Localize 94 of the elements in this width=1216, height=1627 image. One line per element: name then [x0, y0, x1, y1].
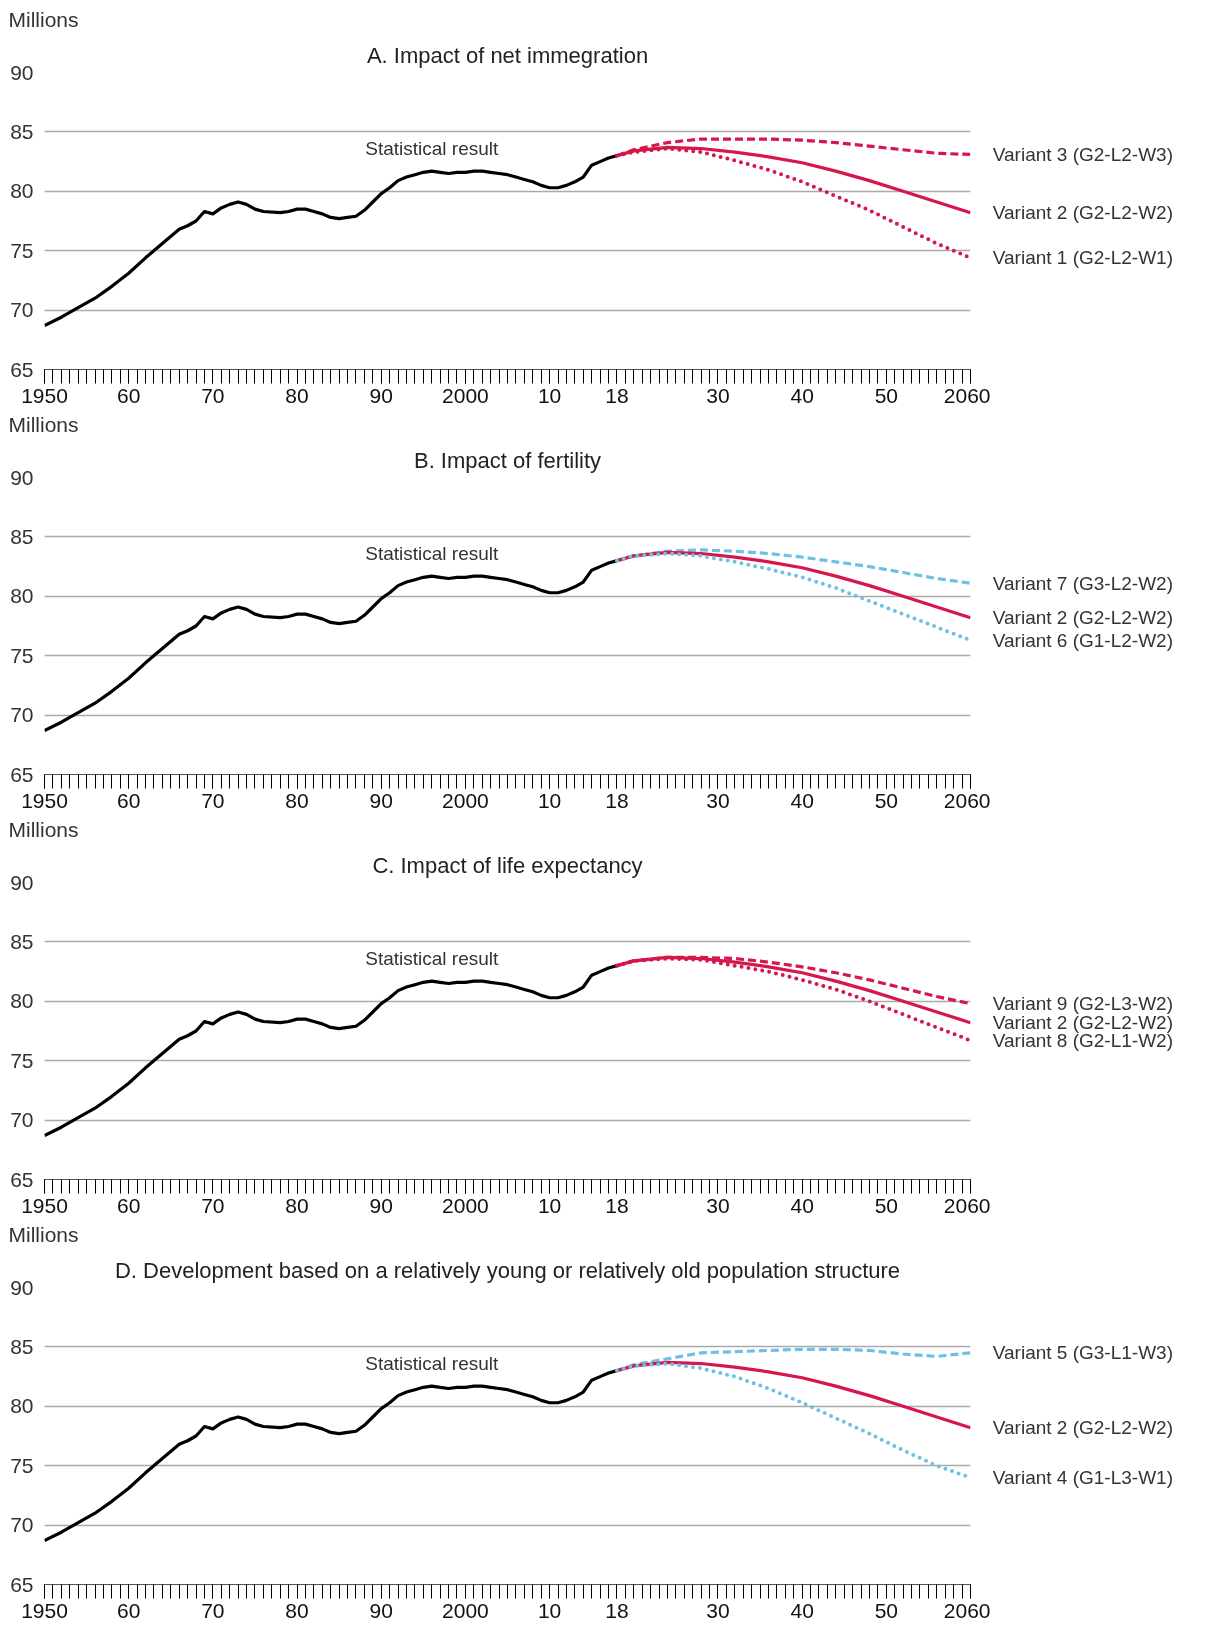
series-label: Statistical result — [365, 543, 499, 565]
x-tick-label: 10 — [537, 788, 562, 812]
series-label: Variant 4 (G1-L3-W1) — [992, 1467, 1173, 1489]
x-tick-label: 1950 — [21, 383, 68, 407]
x-tick-label: 60 — [117, 788, 141, 812]
x-tick-label: 2000 — [442, 788, 489, 812]
x-tick-label: 10 — [537, 1598, 562, 1622]
y-tick-label: 65 — [10, 1572, 34, 1596]
y-tick-label: 65 — [10, 357, 34, 381]
x-tick-label: 2000 — [442, 1598, 489, 1622]
y-tick-label: 70 — [10, 703, 34, 727]
y-tick-label: 80 — [10, 989, 34, 1013]
y-tick-label: 85 — [10, 524, 34, 548]
y-tick-label: 65 — [10, 762, 34, 786]
x-tick-label: 70 — [201, 788, 225, 812]
x-tick-label: 2060 — [943, 788, 991, 812]
x-tick-label: 90 — [369, 788, 393, 812]
chart-title: D. Development based on a relatively young or relatively old population structure — [114, 1257, 901, 1283]
x-tick-label: 2060 — [943, 383, 991, 407]
series-label: Variant 3 (G2-L2-W3) — [992, 143, 1173, 165]
y-tick-label: 80 — [10, 584, 34, 608]
y-tick-label: 75 — [10, 238, 34, 262]
x-tick-label: 30 — [706, 788, 730, 812]
x-tick-label: 18 — [605, 788, 629, 812]
series-label: Variant 2 (G2-L2-W2) — [992, 202, 1173, 224]
y-tick-label: 90 — [10, 465, 34, 489]
y-tick-label: 90 — [10, 60, 34, 84]
x-tick-label: 80 — [285, 1598, 309, 1622]
chart-title: B. Impact of fertility — [413, 447, 602, 473]
series-label: Variant 7 (G3-L2-W2) — [992, 572, 1173, 594]
x-tick-label: 80 — [285, 788, 309, 812]
series-label: Statistical result — [365, 1353, 499, 1375]
series-label: Variant 5 (G3-L1-W3) — [992, 1342, 1173, 1364]
x-tick-label: 2000 — [442, 1193, 489, 1217]
x-tick-label: 50 — [874, 1193, 898, 1217]
y-tick-label: 85 — [10, 929, 34, 953]
x-tick-label: 80 — [285, 383, 309, 407]
x-tick-label: 40 — [790, 1598, 814, 1622]
x-tick-label: 30 — [706, 1193, 730, 1217]
x-tick-label: 10 — [537, 1193, 562, 1217]
y-axis-title: Millions — [8, 7, 79, 31]
x-tick-label: 30 — [706, 383, 730, 407]
x-tick-label: 50 — [874, 1598, 898, 1622]
series-label: Statistical result — [365, 138, 499, 160]
y-tick-label: 80 — [10, 1394, 34, 1418]
x-tick-label: 90 — [369, 1598, 393, 1622]
x-tick-label: 40 — [790, 788, 814, 812]
x-tick-label: 60 — [117, 383, 141, 407]
y-axis-title: Millions — [8, 412, 79, 436]
x-tick-label: 60 — [117, 1193, 141, 1217]
x-tick-label: 90 — [369, 1193, 393, 1217]
series-label: Variant 9 (G2-L3-W2) — [992, 993, 1173, 1015]
chart-title: A. Impact of net immegration — [366, 42, 649, 68]
y-tick-label: 70 — [10, 1513, 34, 1537]
x-tick-label: 40 — [790, 383, 814, 407]
y-tick-label: 75 — [10, 1453, 34, 1477]
x-tick-label: 1950 — [21, 788, 68, 812]
y-tick-label: 85 — [10, 119, 34, 143]
y-tick-label: 75 — [10, 1048, 34, 1072]
x-tick-label: 70 — [201, 1193, 225, 1217]
x-tick-label: 2000 — [442, 383, 489, 407]
series-label: Variant 2 (G2-L2-W2) — [992, 1417, 1173, 1439]
y-tick-label: 85 — [10, 1334, 34, 1358]
x-tick-label: 30 — [706, 1598, 730, 1622]
y-tick-label: 90 — [10, 1275, 34, 1299]
x-tick-label: 50 — [874, 383, 898, 407]
x-tick-label: 70 — [201, 383, 225, 407]
x-tick-label: 1950 — [21, 1598, 68, 1622]
y-tick-label: 90 — [10, 870, 34, 894]
chart-title: C. Impact of life expectancy — [372, 852, 643, 878]
x-tick-label: 50 — [874, 788, 898, 812]
y-tick-label: 65 — [10, 1167, 34, 1191]
y-axis-title: Millions — [8, 817, 79, 841]
series-label: Variant 1 (G2-L2-W1) — [992, 247, 1173, 269]
x-tick-label: 18 — [605, 383, 629, 407]
y-tick-label: 75 — [10, 643, 34, 667]
x-tick-label: 70 — [201, 1598, 225, 1622]
x-tick-label: 1950 — [21, 1193, 68, 1217]
x-tick-label: 18 — [605, 1193, 629, 1217]
series-label: Variant 6 (G1-L2-W2) — [992, 629, 1173, 651]
x-tick-label: 60 — [117, 1598, 141, 1622]
y-axis-title: Millions — [8, 1222, 79, 1246]
x-tick-label: 40 — [790, 1193, 814, 1217]
x-tick-label: 2060 — [943, 1193, 991, 1217]
x-tick-label: 2060 — [943, 1598, 991, 1622]
x-tick-label: 90 — [369, 383, 393, 407]
y-tick-label: 70 — [10, 1108, 34, 1132]
x-tick-label: 18 — [605, 1598, 629, 1622]
y-tick-label: 70 — [10, 298, 34, 322]
series-label: Variant 2 (G2-L2-W2) — [992, 607, 1173, 629]
series-label: Statistical result — [365, 948, 499, 970]
x-tick-label: 10 — [537, 383, 562, 407]
x-tick-label: 80 — [285, 1193, 309, 1217]
y-tick-label: 80 — [10, 179, 34, 203]
